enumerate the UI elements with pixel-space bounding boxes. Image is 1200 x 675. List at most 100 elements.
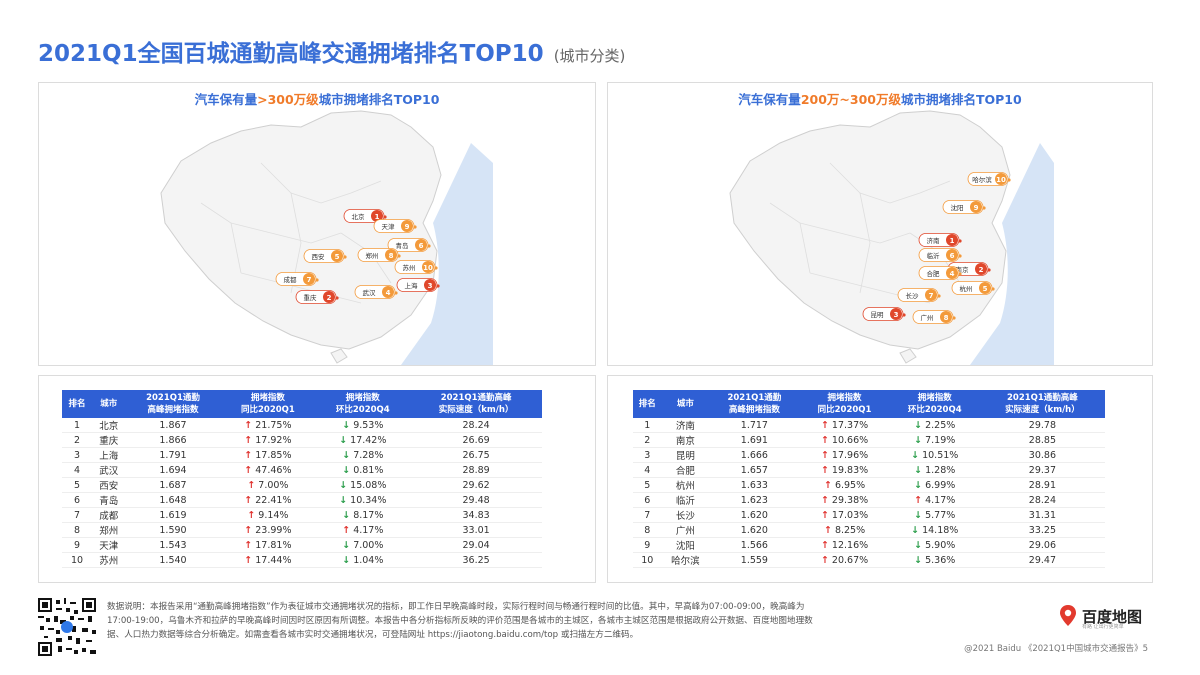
cell-qoq: 15.08% — [315, 478, 410, 493]
cell-yoy: 17.37% — [799, 418, 889, 433]
city-marker: 广州 8 — [913, 311, 956, 324]
cell-city: 广州 — [662, 523, 710, 538]
table-panel-right: 排名 城市 2021Q1通勤 高峰拥堵指数 拥堵指数 同比2020Q1 拥堵指数 环比2… — [607, 375, 1153, 583]
cell-speed: 30.86 — [980, 448, 1105, 463]
cell-yoy: 10.66% — [799, 433, 889, 448]
city-marker: 西安 5 — [304, 250, 347, 263]
marker-city: 昆明 — [871, 311, 885, 319]
map-title-left: 汽车保有量>300万级城市拥堵排名TOP10 — [39, 89, 595, 108]
cell-index: 1.620 — [709, 523, 799, 538]
cell-qoq: 7.00% — [315, 538, 410, 553]
cell-qoq: 1.28% — [890, 463, 980, 478]
cell-speed: 33.01 — [410, 523, 542, 538]
cell-rank: 10 — [633, 553, 662, 568]
baidu-map-logo: 百度地图 有路 让出行更简单 — [1058, 604, 1142, 628]
city-marker: 武汉 4 — [355, 286, 398, 299]
cell-qoq: 4.17% — [315, 523, 410, 538]
cell-speed: 28.91 — [980, 478, 1105, 493]
city-marker: 杭州 5 — [952, 282, 995, 295]
marker-city: 青岛 — [396, 241, 409, 250]
marker-city: 杭州 — [960, 284, 973, 293]
cell-index: 1.866 — [126, 433, 221, 448]
city-marker: 重庆 2 — [296, 291, 339, 304]
cell-rank: 4 — [633, 463, 662, 478]
cell-index: 1.791 — [126, 448, 221, 463]
cell-yoy: 17.96% — [799, 448, 889, 463]
marker-city: 北京 — [352, 212, 366, 221]
cell-yoy: 47.46% — [220, 463, 315, 478]
marker-rank: 2 — [327, 294, 332, 302]
cell-qoq: 8.17% — [315, 508, 410, 523]
marker-city: 哈尔滨 — [972, 175, 992, 184]
cell-speed: 36.25 — [410, 553, 542, 568]
marker-city: 长沙 — [906, 291, 920, 300]
cell-index: 1.540 — [126, 553, 221, 568]
cell-index: 1.666 — [709, 448, 799, 463]
cell-index: 1.867 — [126, 418, 221, 433]
column-header: 2021Q1通勤 高峰拥堵指数 — [709, 390, 799, 418]
marker-rank: 10 — [996, 176, 1006, 184]
cell-rank: 5 — [633, 478, 662, 493]
cell-qoq: 4.17% — [890, 493, 980, 508]
cell-yoy: 19.83% — [799, 463, 889, 478]
cell-yoy: 17.81% — [220, 538, 315, 553]
cell-yoy: 23.99% — [220, 523, 315, 538]
cell-city: 南京 — [662, 433, 710, 448]
cell-city: 哈尔滨 — [662, 553, 710, 568]
page-title-text: 2021Q1全国百城通勤高峰交通拥堵排名TOP10 — [38, 41, 544, 67]
city-marker: 沈阳 9 — [943, 201, 986, 214]
table-row: 9沈阳1.56612.16%5.90%29.06 — [633, 538, 1105, 553]
cell-city: 天津 — [92, 538, 126, 553]
cell-index: 1.623 — [709, 493, 799, 508]
cell-rank: 5 — [62, 478, 92, 493]
cell-rank: 3 — [633, 448, 662, 463]
city-marker: 苏州 10 — [395, 261, 438, 274]
cell-index: 1.543 — [126, 538, 221, 553]
cell-yoy: 9.14% — [220, 508, 315, 523]
china-map-left: 北京 1 重庆 2 上海 3 武汉 4 西安 5 青岛 6 成都 7 郑州 8 天津 9 苏州 10 — [39, 83, 595, 365]
city-marker: 临沂 6 — [919, 249, 962, 262]
cell-speed: 33.25 — [980, 523, 1105, 538]
cell-yoy: 17.03% — [799, 508, 889, 523]
marker-rank: 8 — [389, 252, 394, 260]
cell-index: 1.633 — [709, 478, 799, 493]
table-panel-left: 排名 城市 2021Q1通勤 高峰拥堵指数 拥堵指数 同比2020Q1 拥堵指数 环比2… — [38, 375, 596, 583]
hainan-island — [331, 349, 347, 363]
column-header: 城市 — [662, 390, 710, 418]
city-marker: 上海 3 — [397, 279, 440, 292]
cell-qoq: 7.28% — [315, 448, 410, 463]
marker-city: 郑州 — [366, 252, 379, 260]
cell-rank: 7 — [633, 508, 662, 523]
table-row: 6临沂1.62329.38%4.17%28.24 — [633, 493, 1105, 508]
marker-rank: 7 — [929, 292, 934, 300]
cell-index: 1.691 — [709, 433, 799, 448]
marker-rank: 4 — [950, 270, 955, 278]
cell-yoy: 17.44% — [220, 553, 315, 568]
qr-code[interactable] — [38, 598, 96, 656]
cell-city: 重庆 — [92, 433, 126, 448]
cell-city: 合肥 — [662, 463, 710, 478]
cell-yoy: 7.00% — [220, 478, 315, 493]
cell-speed: 29.62 — [410, 478, 542, 493]
column-header: 2021Q1通勤高峰 实际速度（km/h） — [410, 390, 542, 418]
column-header: 城市 — [92, 390, 126, 418]
column-header: 排名 — [62, 390, 92, 418]
page-title: 2021Q1全国百城通勤高峰交通拥堵排名TOP10 (城市分类) — [38, 34, 625, 68]
cell-city: 北京 — [92, 418, 126, 433]
cell-qoq: 10.51% — [890, 448, 980, 463]
marker-rank: 5 — [335, 253, 340, 261]
cell-rank: 10 — [62, 553, 92, 568]
cell-yoy: 12.16% — [799, 538, 889, 553]
marker-rank: 5 — [983, 285, 988, 293]
cell-rank: 1 — [633, 418, 662, 433]
cell-index: 1.566 — [709, 538, 799, 553]
cell-speed: 26.69 — [410, 433, 542, 448]
ranking-table-left: 排名 城市 2021Q1通勤 高峰拥堵指数 拥堵指数 同比2020Q1 拥堵指数 环比2… — [62, 390, 542, 568]
cell-index: 1.648 — [126, 493, 221, 508]
city-marker: 合肥 4 — [919, 267, 962, 280]
cell-speed: 29.06 — [980, 538, 1105, 553]
